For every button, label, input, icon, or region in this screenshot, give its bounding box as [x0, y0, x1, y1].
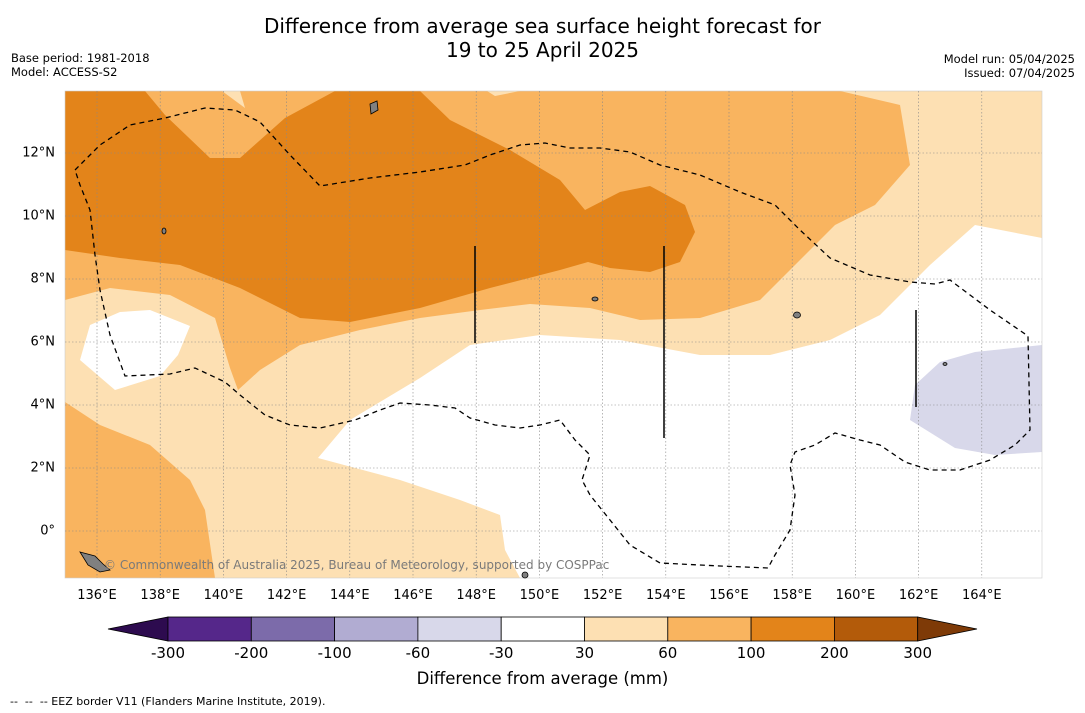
colorbar-swatch: [834, 616, 919, 642]
x-tick-label: 162°E: [898, 588, 939, 603]
colorbar-tick-label: 30: [574, 644, 595, 662]
field-near-zero: [318, 225, 1042, 578]
x-tick-label: 140°E: [203, 588, 244, 603]
colorbar-swatch: [500, 616, 585, 642]
map-gridlines: [65, 91, 1042, 578]
island-pohnpei: [793, 311, 801, 319]
colorbar-swatch: [667, 616, 752, 642]
island-new-guinea-tip: [79, 551, 111, 573]
colorbar-swatch: [250, 616, 336, 642]
footnote-eez: -- -- -- EEZ border V11 (Flanders Marine…: [10, 695, 326, 708]
x-tick-label: 148°E: [456, 588, 496, 603]
colorbar-tick-label: -300: [150, 644, 186, 662]
colorbar-swatch: [334, 616, 419, 642]
y-tick-label: 10°N: [22, 208, 55, 224]
x-tick-label: 150°E: [519, 588, 560, 603]
y-tick-label: 0°: [40, 523, 55, 539]
title-line-1: Difference from average sea surface heig…: [263, 14, 822, 38]
x-tick-label: 164°E: [962, 588, 1002, 603]
colorbar-under-arrow: [107, 616, 169, 642]
base-period: Base period: 1981-2018: [11, 51, 150, 65]
colorbar-swatch: [417, 616, 502, 642]
colorbar-swatch: [584, 616, 669, 642]
title-line-2: 19 to 25 April 2025: [445, 38, 640, 62]
model-name: Model: ACCESS-S2: [11, 65, 118, 79]
meta-right: Model run: 05/04/2025 Issued: 07/04/2025: [944, 52, 1075, 80]
field-60-100-south: [65, 402, 215, 578]
x-tick-label: 144°E: [330, 588, 370, 603]
island-guam: [369, 100, 379, 115]
colorbar-swatch: [750, 616, 835, 642]
x-tick-label: 152°E: [582, 588, 623, 603]
island-bismarck: [521, 571, 529, 579]
island-chuuk: [591, 296, 599, 302]
meta-left: Base period: 1981-2018 Model: ACCESS-S2: [11, 51, 150, 79]
colorbar-tick-label: -200: [234, 644, 269, 662]
colorbar-swatch: [167, 616, 252, 642]
colorbar-tick-label: -60: [405, 644, 431, 662]
colorbar-tick-label: 100: [736, 644, 766, 662]
field-100-200: [65, 91, 695, 322]
colorbar-tick-label: 60: [658, 644, 678, 662]
y-tick-label: 12°N: [22, 145, 55, 161]
colorbar-tick-label: 200: [820, 644, 849, 662]
chart-title: Difference from average sea surface heig…: [0, 14, 1085, 62]
colorbar-tick-label: 300: [903, 644, 933, 662]
copyright-notice: © Commonwealth of Australia 2025, Bureau…: [104, 558, 610, 572]
y-tick-label: 8°N: [30, 271, 56, 287]
island-yap: [161, 227, 167, 235]
colorbar-over-arrow: [917, 616, 978, 642]
x-tick-label: 156°E: [709, 588, 749, 603]
x-tick-label: 154°E: [646, 588, 686, 603]
y-tick-label: 2°N: [30, 460, 56, 476]
x-tick-label: 146°E: [393, 588, 433, 603]
x-tick-label: 160°E: [835, 588, 876, 603]
model-run: Model run: 05/04/2025: [943, 52, 1075, 66]
x-tick-label: 158°E: [772, 588, 812, 603]
x-tick-label: 136°E: [77, 588, 117, 603]
eez-border: [74, 107, 1031, 569]
y-tick-label: 6°N: [30, 334, 56, 350]
x-tick-label: 142°E: [266, 588, 307, 603]
y-tick-label: 4°N: [30, 397, 56, 413]
map-field: [65, 91, 1042, 578]
colorbar-title: Difference from average (mm): [416, 669, 669, 688]
colorbar-tick-label: -30: [488, 644, 514, 662]
colorbar-tick-label: -100: [317, 644, 352, 662]
island-marshall: [942, 362, 948, 366]
map-frame: [64, 90, 1043, 579]
x-tick-label: 138°E: [140, 588, 180, 603]
field-negative: [910, 345, 1042, 455]
issued-date: Issued: 07/04/2025: [964, 66, 1075, 80]
field-near-zero-west: [80, 310, 190, 390]
